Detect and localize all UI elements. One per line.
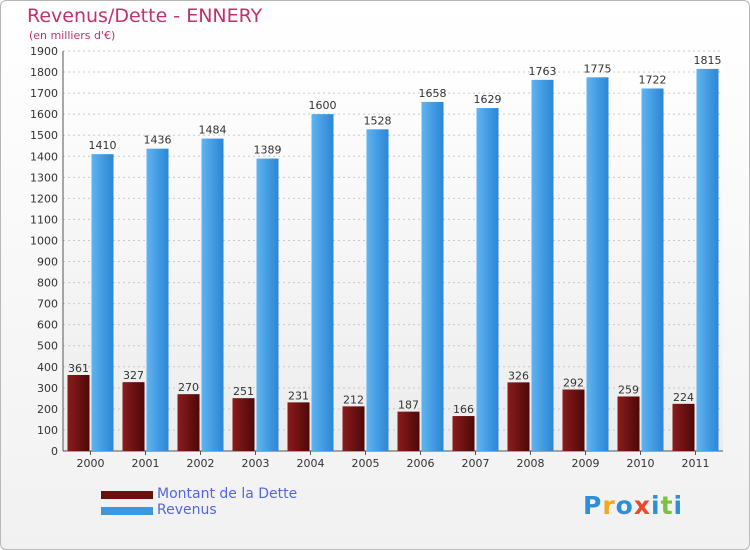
plot-area: [63, 51, 723, 451]
data-label-revenus: 1775: [584, 62, 612, 75]
data-label-revenus: 1410: [89, 139, 117, 152]
legend-label-dette: Montant de la Dette: [157, 486, 298, 502]
logo-letter: P: [583, 491, 603, 520]
bar-dette: [177, 394, 200, 451]
legend-label-revenus: Revenus: [157, 502, 217, 518]
y-tick-label: 1500: [30, 129, 58, 142]
bar-revenus: [696, 68, 719, 451]
bar-dette: [232, 398, 255, 451]
y-tick-label: 500: [37, 340, 58, 353]
chart-title: Revenus/Dette - ENNERY: [27, 5, 263, 27]
y-tick-label: 300: [37, 382, 58, 395]
bar-revenus: [476, 108, 499, 451]
y-tick-label: 1800: [30, 66, 58, 79]
x-tick-label: 2011: [682, 457, 710, 470]
data-label-dette: 327: [123, 369, 144, 382]
bar-revenus: [91, 154, 114, 451]
x-tick-label: 2006: [407, 457, 435, 470]
data-label-dette: 212: [343, 393, 364, 406]
x-tick-label: 2000: [77, 457, 105, 470]
y-tick-label: 900: [37, 256, 58, 269]
data-label-dette: 231: [288, 389, 309, 402]
bar-revenus: [201, 138, 224, 451]
y-tick-label: 400: [37, 361, 58, 374]
y-tick-label: 100: [37, 424, 58, 437]
bar-dette: [562, 389, 585, 451]
data-label-revenus: 1389: [254, 144, 282, 157]
data-label-dette: 292: [563, 377, 584, 390]
data-label-dette: 166: [453, 403, 474, 416]
data-label-dette: 187: [398, 399, 419, 412]
bar-dette: [672, 403, 695, 451]
legend-swatch-revenus: [101, 507, 153, 515]
bar-chart: 0 100 200 300 400 500 600 700 800 900 1000 1100 1200…: [30, 45, 723, 470]
y-tick-label: 600: [37, 319, 58, 332]
y-tick-label: 800: [37, 277, 58, 290]
data-label-revenus: 1436: [144, 134, 172, 147]
logo-letter: i: [673, 491, 684, 520]
logo-letter: r: [602, 491, 616, 520]
bar-revenus: [146, 148, 169, 451]
x-tick-label: 2001: [132, 457, 160, 470]
data-label-revenus: 1722: [639, 73, 667, 86]
x-tick-label: 2003: [242, 457, 270, 470]
data-label-revenus: 1600: [309, 99, 337, 112]
y-tick-label: 1100: [30, 213, 58, 226]
logo-letter: i: [651, 491, 661, 520]
logo-letter: o: [615, 491, 634, 520]
data-label-dette: 224: [673, 391, 694, 404]
logo-letter: t: [660, 491, 674, 520]
legend-swatch-dette: [101, 491, 153, 499]
y-tick-label: 700: [37, 298, 58, 311]
data-label-dette: 259: [618, 383, 639, 396]
y-tick-label: 1300: [30, 171, 58, 184]
data-label-revenus: 1763: [529, 65, 557, 78]
data-label-dette: 326: [508, 369, 529, 382]
x-tick-label: 2002: [187, 457, 215, 470]
x-tick-label: 2009: [572, 457, 600, 470]
data-label-revenus: 1658: [419, 87, 447, 100]
data-label-dette: 270: [178, 381, 199, 394]
chart-subtitle: (en milliers d'€): [29, 29, 116, 42]
x-tick-label: 2004: [297, 457, 325, 470]
y-tick-label: 1000: [30, 234, 58, 247]
data-label-revenus: 1629: [474, 93, 502, 106]
data-label-revenus: 1484: [199, 124, 227, 137]
y-tick-label: 200: [37, 403, 58, 416]
bar-dette: [507, 382, 530, 451]
bar-dette: [287, 402, 310, 451]
data-label-revenus: 1815: [694, 54, 722, 67]
logo-letter: x: [633, 491, 651, 520]
bar-revenus: [641, 88, 664, 451]
x-tick-label: 2010: [627, 457, 655, 470]
y-tick-label: 0: [51, 445, 58, 458]
data-label-dette: 251: [233, 385, 254, 398]
y-tick-label: 1900: [30, 45, 58, 58]
y-tick-label: 1600: [30, 108, 58, 121]
bar-dette: [67, 375, 90, 451]
bar-revenus: [366, 129, 389, 451]
proxiti-logo: Proxiti: [583, 491, 683, 520]
y-tick-label: 1400: [30, 150, 58, 163]
bar-dette: [122, 382, 145, 451]
bar-dette: [617, 396, 640, 451]
y-tick-label: 1200: [30, 192, 58, 205]
bar-revenus: [586, 77, 609, 451]
bar-dette: [397, 411, 420, 451]
x-tick-label: 2005: [352, 457, 380, 470]
data-label-dette: 361: [68, 362, 89, 375]
bar-revenus: [531, 79, 554, 451]
bar-dette: [452, 416, 475, 451]
bar-dette: [342, 406, 365, 451]
data-label-revenus: 1528: [364, 114, 392, 127]
bar-revenus: [311, 114, 334, 451]
x-tick-label: 2007: [462, 457, 490, 470]
bar-revenus: [256, 158, 279, 451]
y-tick-label: 1700: [30, 87, 58, 100]
bar-revenus: [421, 101, 444, 452]
x-tick-label: 2008: [517, 457, 545, 470]
